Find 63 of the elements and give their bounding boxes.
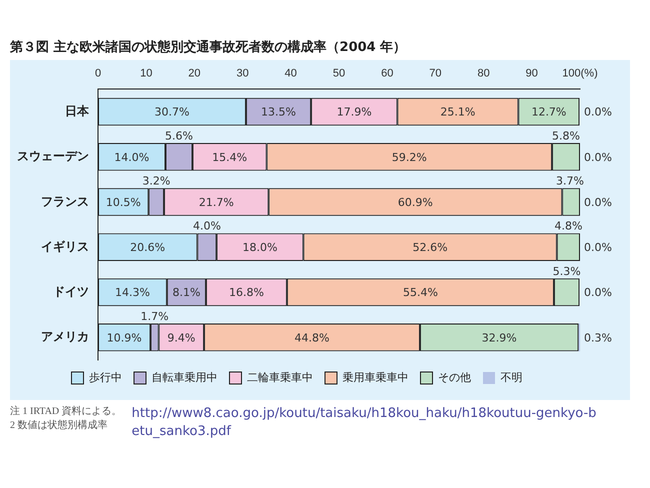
data-label: 12.7%: [531, 106, 566, 119]
data-label: 0.0%: [584, 150, 612, 164]
data-label: 5.3%: [552, 264, 581, 278]
x-tick-label: 70: [429, 68, 442, 80]
data-label: 5.6%: [165, 129, 193, 142]
data-label: 15.4%: [212, 150, 248, 164]
data-label: 16.8%: [228, 286, 264, 300]
legend-label: 二輪車乗車中: [247, 371, 313, 384]
text: http://www8.cao.go.jp/koutu/taisaku/h18kou_haku/h18koutuu-genkyo-betu_sanko3.pdf: [132, 405, 598, 441]
data-label: 3.7%: [556, 174, 584, 188]
x-tick-label: 40: [284, 68, 297, 80]
data-label: 0.0%: [584, 196, 612, 209]
data-label: 0.3%: [584, 331, 612, 344]
data-label: 4.8%: [554, 220, 582, 233]
text: 2 数値は状態別構成率: [10, 419, 108, 433]
data-label: 8.1%: [172, 286, 200, 300]
data-label: 32.9%: [482, 331, 517, 344]
x-tick-label: 100(%): [562, 68, 598, 80]
data-label: 44.8%: [294, 331, 330, 344]
data-label: 25.1%: [440, 106, 476, 119]
y-tick-label: 日本: [65, 104, 90, 118]
x-tick-label: 60: [381, 68, 394, 80]
x-tick-label: 90: [526, 68, 538, 80]
text: 注 1 IRTAD 資料による。: [10, 405, 122, 419]
data-label: 20.6%: [130, 241, 166, 254]
data-label: 60.9%: [398, 196, 433, 209]
legend-label: その他: [438, 372, 471, 384]
data-label: 18.0%: [242, 241, 278, 254]
y-tick-label: アメリカ: [41, 330, 89, 344]
data-label: 10.9%: [106, 331, 142, 344]
data-label: 17.9%: [336, 106, 372, 119]
data-label: 0.0%: [584, 106, 612, 119]
chart-title: 第３図 主な欧米諸国の状態別交通事故死者数の構成率（2004 年）: [10, 38, 406, 56]
y-tick-label: ドイツ: [53, 284, 89, 299]
y-tick-label: イギリス: [41, 239, 89, 254]
data-label: 55.4%: [402, 286, 438, 300]
x-tick-label: 30: [236, 68, 249, 80]
data-label: 0.0%: [584, 241, 612, 254]
legend-label: 不明: [500, 372, 522, 384]
x-tick-label: 0: [94, 68, 102, 80]
legend-label: 乗用車乗車中: [342, 371, 408, 384]
data-label: 1.7%: [140, 310, 169, 323]
x-tick-label: 50: [332, 68, 346, 80]
y-tick-label: フランス: [41, 194, 89, 208]
legend-label: 歩行中: [89, 371, 122, 384]
data-label: 14.0%: [114, 150, 150, 164]
y-tick-label: スウェーデン: [17, 149, 89, 164]
data-label: 14.3%: [114, 286, 150, 300]
data-label: 13.5%: [261, 106, 296, 119]
x-tick-label: 20: [188, 68, 201, 80]
data-label: 21.7%: [198, 196, 234, 209]
x-tick-label: 10: [140, 68, 152, 80]
data-label: 9.4%: [167, 331, 196, 344]
x-tick-label: 80: [477, 68, 490, 80]
data-label: 52.6%: [412, 241, 448, 254]
legend-label: 自転車乗用中: [152, 371, 218, 384]
data-label: 3.2%: [142, 174, 170, 188]
data-label: 5.8%: [552, 129, 580, 142]
data-label: 0.0%: [584, 286, 612, 300]
data-label: 59.2%: [392, 150, 427, 164]
data-label: 4.0%: [192, 220, 221, 233]
data-label: 30.7%: [154, 106, 190, 119]
data-label: 10.5%: [106, 196, 141, 209]
